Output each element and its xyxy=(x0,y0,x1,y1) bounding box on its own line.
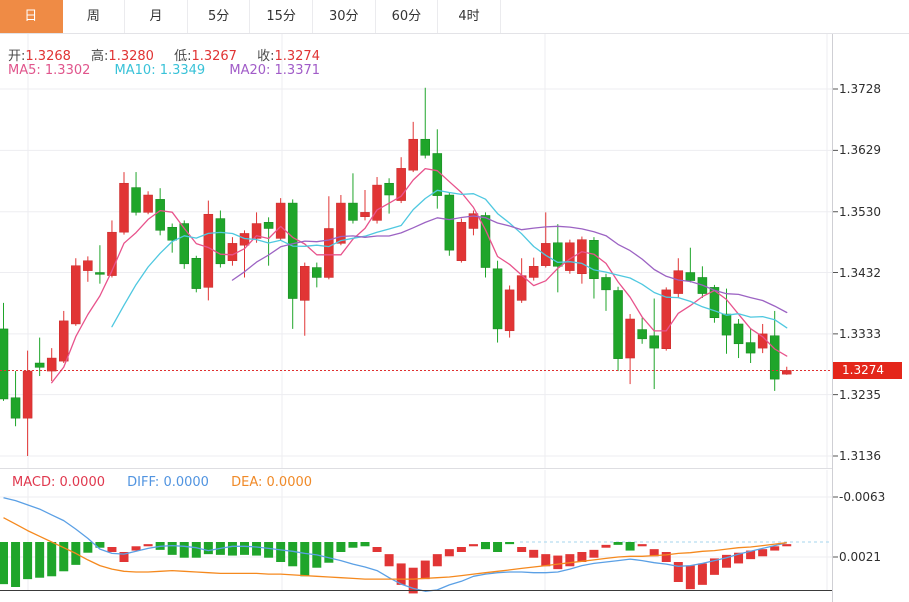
macd-axis-label: 0.0021 xyxy=(839,550,881,564)
pane-divider xyxy=(0,468,832,469)
tab-月[interactable]: 月 xyxy=(125,0,188,33)
diff-value-legend: DIFF: 0.0000 xyxy=(127,475,209,490)
ohlc-legend: 开:1.3268 高:1.3280 低:1.3267 收:1.3274 xyxy=(8,45,336,64)
price-axis-label: 1.3728 xyxy=(839,82,881,96)
tab-周[interactable]: 周 xyxy=(63,0,126,33)
tab-4时[interactable]: 4时 xyxy=(438,0,501,33)
ma-legend: MA5: 1.3302 MA10: 1.3349 MA20: 1.3371 xyxy=(8,63,340,78)
tab-15分[interactable]: 15分 xyxy=(250,0,313,33)
ma5-legend: MA5: 1.3302 xyxy=(8,63,91,78)
price-axis-label: 1.3629 xyxy=(839,143,881,158)
tab-日[interactable]: 日 xyxy=(0,0,63,33)
high-value: 1.3280 xyxy=(108,49,154,64)
price-axis-label: 1.3235 xyxy=(839,387,881,402)
macd-legend: MACD: 0.0000 DIFF: 0.0000 DEA: 0.0000 xyxy=(12,475,330,490)
low-label: 低: xyxy=(174,49,192,64)
ma20-legend: MA20: 1.3371 xyxy=(229,63,321,78)
price-axis-label: 1.3530 xyxy=(839,204,881,219)
macd-pane-bottom-border xyxy=(0,590,832,591)
open-value: 1.3268 xyxy=(25,49,71,64)
tab-30分[interactable]: 30分 xyxy=(313,0,376,33)
timeframe-tabbar: 日周月 5分 15分 30分 60分 4时 xyxy=(0,0,909,34)
dea-value-legend: DEA: 0.0000 xyxy=(231,475,313,490)
price-axis-label: 1.3333 xyxy=(839,326,881,341)
macd-value-legend: MACD: 0.0000 xyxy=(12,475,105,490)
close-label: 收: xyxy=(257,49,275,64)
tab-60分[interactable]: 60分 xyxy=(376,0,439,33)
open-label: 开: xyxy=(8,49,26,64)
last-price-badge: 1.3274 xyxy=(833,362,902,380)
tab-5分[interactable]: 5分 xyxy=(188,0,251,33)
ma10-legend: MA10: 1.3349 xyxy=(114,63,206,78)
low-value: 1.3267 xyxy=(191,49,237,64)
price-axis-label: 1.3432 xyxy=(839,265,881,280)
price-axis-label: 1.3136 xyxy=(839,449,881,463)
y-axis-line xyxy=(832,33,833,602)
high-label: 高: xyxy=(91,49,109,64)
macd-axis-label: -0.0063 xyxy=(839,490,886,504)
close-value: 1.3274 xyxy=(274,49,320,64)
